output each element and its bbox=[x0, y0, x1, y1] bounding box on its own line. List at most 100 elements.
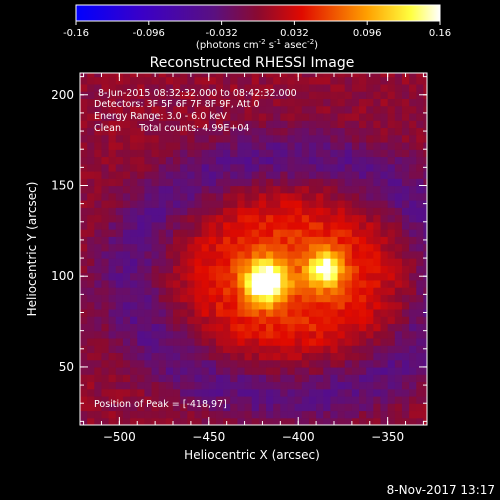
heatmap-cell bbox=[137, 76, 145, 85]
heatmap-cell bbox=[122, 272, 131, 281]
heatmap-cell bbox=[144, 214, 153, 223]
heatmap-cell bbox=[401, 388, 410, 397]
heatmap-cell bbox=[423, 337, 427, 346]
heatmap-cell bbox=[80, 207, 88, 216]
heatmap-cell bbox=[244, 236, 253, 245]
heatmap-cell bbox=[387, 316, 396, 324]
heatmap-cell bbox=[373, 149, 382, 158]
heatmap-cell bbox=[266, 207, 274, 216]
heatmap-cell bbox=[301, 141, 310, 150]
heatmap-cell bbox=[194, 395, 203, 404]
heatmap-cell bbox=[244, 403, 253, 412]
heatmap-cell bbox=[173, 156, 181, 165]
heatmap-cell bbox=[80, 258, 88, 266]
heatmap-cell bbox=[165, 120, 174, 129]
heatmap-cell bbox=[130, 381, 138, 390]
heatmap-cell bbox=[130, 359, 138, 368]
heatmap-cell bbox=[94, 83, 103, 92]
heatmap-cell bbox=[144, 221, 153, 230]
heatmap-cell bbox=[122, 403, 131, 412]
heatmap-cell bbox=[316, 207, 324, 216]
heatmap-cell bbox=[230, 156, 239, 165]
heatmap-cell bbox=[409, 156, 417, 165]
heatmap-cell bbox=[351, 258, 360, 266]
heatmap-cell bbox=[308, 178, 317, 187]
heatmap-cell bbox=[137, 91, 145, 100]
heatmap-cell bbox=[165, 345, 174, 354]
heatmap-cell bbox=[387, 141, 396, 150]
heatmap-cell bbox=[316, 381, 324, 390]
heatmap-cell bbox=[173, 120, 181, 129]
heatmap-cell bbox=[337, 272, 346, 281]
heatmap-cell bbox=[251, 316, 260, 324]
heatmap-cell bbox=[101, 301, 110, 310]
heatmap-cell bbox=[237, 243, 246, 252]
heatmap-cell bbox=[323, 76, 332, 85]
heatmap-cell bbox=[401, 265, 410, 274]
heatmap-cell bbox=[258, 330, 267, 339]
heatmap-cell bbox=[387, 345, 396, 354]
heatmap-cell bbox=[316, 236, 324, 245]
heatmap-cell bbox=[194, 207, 203, 216]
heatmap-cell bbox=[130, 374, 138, 383]
heatmap-cell bbox=[208, 178, 217, 187]
heatmap-cell bbox=[251, 163, 260, 172]
heatmap-cell bbox=[387, 236, 396, 245]
heatmap-cell bbox=[359, 330, 367, 339]
heatmap-cell bbox=[208, 359, 217, 368]
heatmap-cell bbox=[301, 337, 310, 346]
heatmap-cell bbox=[158, 417, 167, 425]
heatmap-cell bbox=[287, 236, 296, 245]
heatmap-cell bbox=[208, 207, 217, 216]
heatmap-cell bbox=[337, 417, 346, 425]
annotation-peak-position: Position of Peak = [-418,97] bbox=[94, 399, 227, 410]
heatmap-cell bbox=[180, 127, 188, 136]
heatmap-cell bbox=[87, 170, 95, 179]
heatmap-cell bbox=[373, 359, 382, 368]
heatmap-cell bbox=[266, 221, 274, 230]
heatmap-cell bbox=[351, 345, 360, 354]
heatmap-cell bbox=[380, 258, 389, 266]
heatmap-cell bbox=[187, 200, 196, 208]
heatmap-cell bbox=[137, 221, 145, 230]
heatmap-cell bbox=[301, 76, 310, 85]
heatmap-cell bbox=[294, 308, 303, 317]
heatmap-cell bbox=[344, 120, 353, 129]
heatmap-cell bbox=[230, 127, 239, 136]
heatmap-cell bbox=[287, 229, 296, 237]
heatmap-image bbox=[80, 73, 427, 425]
heatmap-cell bbox=[266, 352, 274, 361]
heatmap-cell bbox=[137, 417, 145, 425]
heatmap-cell bbox=[215, 366, 224, 375]
heatmap-cell bbox=[380, 301, 389, 310]
heatmap-cell bbox=[137, 374, 145, 383]
heatmap-cell bbox=[308, 73, 317, 78]
heatmap-cell bbox=[122, 294, 131, 303]
heatmap-cell bbox=[144, 192, 153, 201]
heatmap-cell bbox=[316, 352, 324, 361]
heatmap-cell bbox=[115, 112, 124, 121]
heatmap-cell bbox=[387, 258, 396, 266]
heatmap-cell bbox=[94, 301, 103, 310]
heatmap-cell bbox=[273, 381, 281, 390]
heatmap-cell bbox=[401, 170, 410, 179]
heatmap-cell bbox=[287, 410, 296, 419]
heatmap-cell bbox=[344, 316, 353, 324]
heatmap-cell bbox=[201, 403, 210, 412]
plot-frame bbox=[79, 72, 428, 426]
heatmap-cell bbox=[380, 352, 389, 361]
heatmap-cell bbox=[230, 272, 239, 281]
heatmap-cell bbox=[144, 76, 153, 85]
heatmap-cell bbox=[87, 200, 95, 208]
heatmap-cell bbox=[337, 374, 346, 383]
heatmap-cell bbox=[280, 250, 289, 259]
heatmap-cell bbox=[194, 73, 203, 78]
heatmap-cell bbox=[401, 359, 410, 368]
heatmap-cell bbox=[108, 236, 117, 245]
heatmap-cell bbox=[180, 388, 188, 397]
heatmap-cell bbox=[258, 98, 267, 107]
heatmap-cell bbox=[380, 294, 389, 303]
heatmap-cell bbox=[423, 366, 427, 375]
heatmap-cell bbox=[287, 279, 296, 288]
